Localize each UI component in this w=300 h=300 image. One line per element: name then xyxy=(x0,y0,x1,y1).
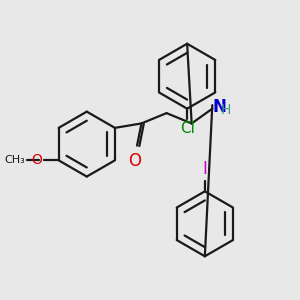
Text: Cl: Cl xyxy=(180,122,195,136)
Text: N: N xyxy=(213,98,227,116)
Text: CH₃: CH₃ xyxy=(4,155,25,165)
Text: I: I xyxy=(202,160,207,178)
Text: O: O xyxy=(31,153,42,167)
Text: H: H xyxy=(220,103,231,117)
Text: O: O xyxy=(128,152,141,170)
